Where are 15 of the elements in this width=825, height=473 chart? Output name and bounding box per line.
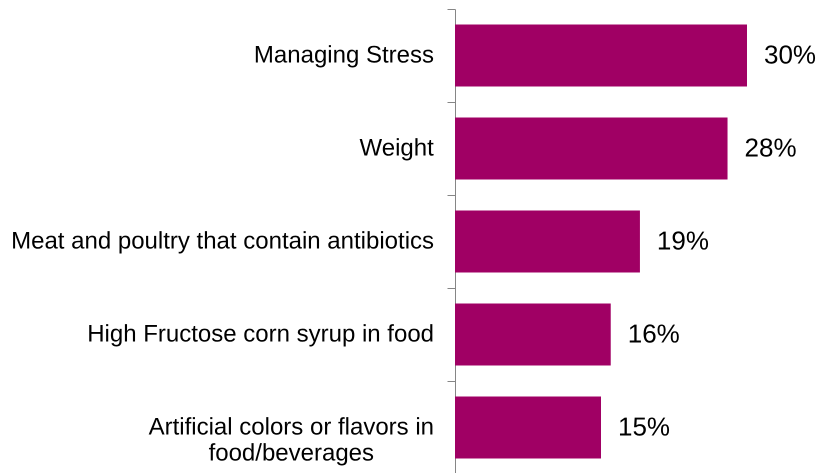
data-label: 15% bbox=[618, 412, 670, 442]
y-tick-label: Meat and poultry that contain antibiotics bbox=[11, 228, 434, 254]
bar bbox=[455, 396, 601, 459]
data-label: 16% bbox=[628, 318, 680, 348]
y-tick-label: Weight bbox=[360, 134, 434, 162]
data-label: 30% bbox=[764, 40, 816, 70]
data-label: 28% bbox=[744, 132, 797, 162]
y-tick-label: High Fructose corn syrup in food bbox=[87, 320, 434, 348]
y-tick-label: Managing Stress bbox=[254, 42, 434, 68]
bar bbox=[455, 303, 611, 366]
bar bbox=[455, 24, 747, 87]
y-tick-label: Artificial colors or flavors in food/beverages bbox=[148, 414, 434, 466]
bar bbox=[455, 117, 728, 180]
bar bbox=[455, 210, 640, 273]
data-label: 19% bbox=[656, 226, 709, 256]
